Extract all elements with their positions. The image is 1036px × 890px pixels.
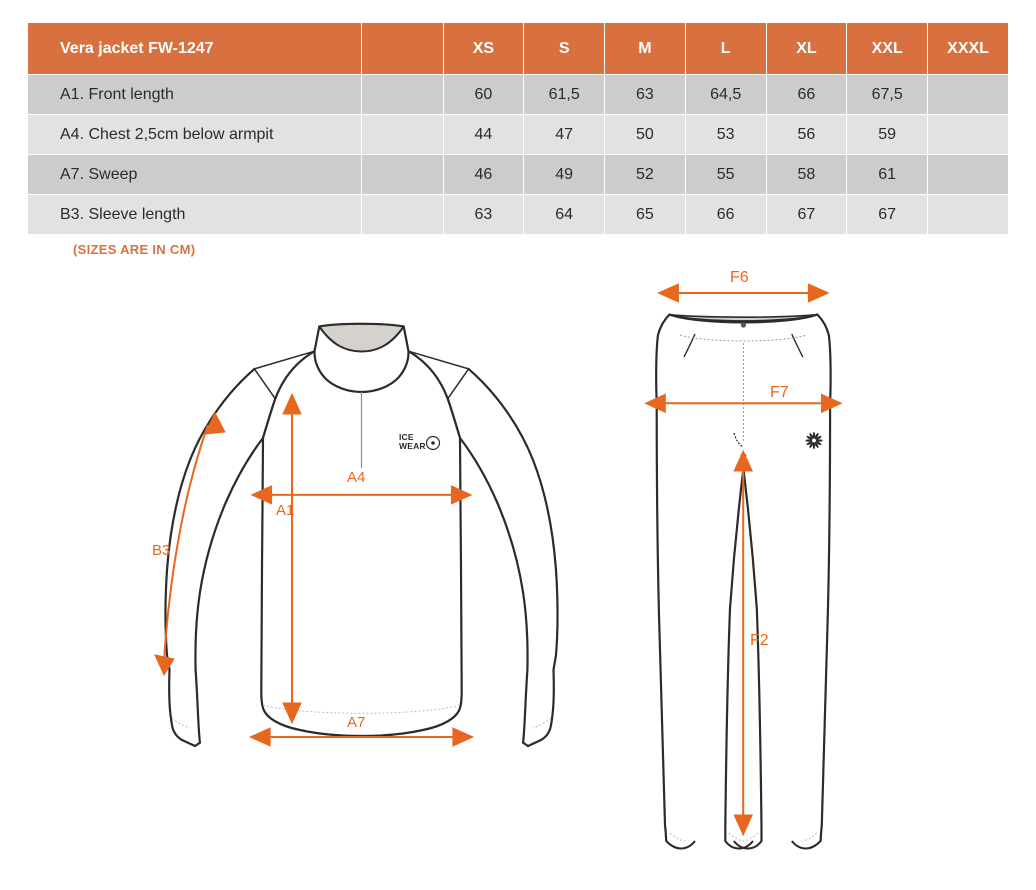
svg-text:F6: F6 — [730, 269, 749, 286]
svg-text:A4: A4 — [347, 469, 365, 486]
svg-text:A7: A7 — [347, 714, 365, 731]
svg-text:F7: F7 — [770, 384, 789, 401]
svg-text:A1: A1 — [276, 502, 294, 519]
svg-text:WEAR: WEAR — [399, 441, 426, 451]
svg-text:B3: B3 — [152, 542, 170, 559]
svg-text:F2: F2 — [750, 632, 769, 649]
